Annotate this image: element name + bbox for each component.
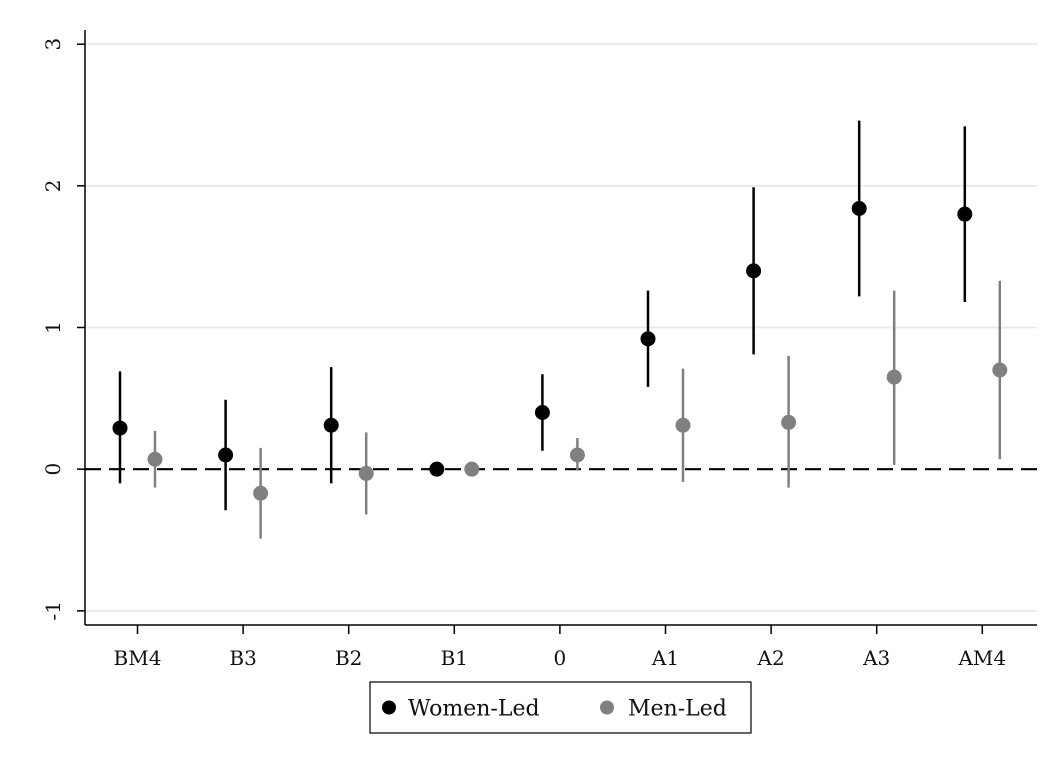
data-point	[323, 417, 339, 433]
x-tick-label: A3	[862, 646, 890, 670]
data-point	[957, 206, 973, 222]
data-point	[886, 369, 902, 385]
x-tick-label: A2	[757, 646, 785, 670]
data-point	[112, 420, 128, 436]
legend: Women-Led Men-Led	[369, 681, 752, 734]
series-women-led	[112, 120, 973, 511]
legend-label: Men-Led	[628, 697, 727, 722]
y-tick-label: 3	[41, 38, 65, 51]
data-point	[992, 362, 1008, 378]
data-point	[147, 451, 163, 467]
data-point	[464, 461, 480, 477]
x-tick-label: B2	[335, 646, 362, 670]
data-point	[675, 417, 691, 433]
x-tick-label: 0	[554, 646, 567, 670]
y-tick-label: -1	[41, 601, 65, 620]
series-men-led	[147, 280, 1008, 539]
y-tick-label: 2	[41, 179, 65, 192]
y-tick-label: 0	[41, 463, 65, 476]
x-tick-label: BM4	[114, 646, 162, 670]
legend-marker	[600, 700, 614, 715]
x-tick-label: AM4	[957, 646, 1006, 670]
data-point	[429, 461, 445, 477]
data-point	[534, 405, 550, 420]
data-point	[851, 201, 867, 216]
data-point	[640, 331, 656, 347]
legend-marker	[382, 700, 396, 715]
data-point	[569, 447, 585, 463]
y-tick-label: 1	[41, 321, 65, 334]
x-tick-label: B3	[229, 646, 256, 670]
x-tick-label: A1	[651, 646, 679, 670]
axes: -1 0 1 2 3 BM4 B3 B2 B1 0 A1 A2 A3 AM4	[41, 30, 1037, 670]
legend-box	[369, 681, 752, 734]
data-point	[358, 465, 374, 481]
data-point	[746, 263, 762, 279]
data-point	[218, 447, 234, 463]
data-point	[781, 414, 797, 430]
x-tick-label: B1	[441, 646, 468, 670]
grid-lines	[85, 43, 1037, 612]
data-point	[253, 485, 269, 501]
data-series	[112, 120, 1008, 539]
legend-label: Women-Led	[408, 697, 540, 722]
